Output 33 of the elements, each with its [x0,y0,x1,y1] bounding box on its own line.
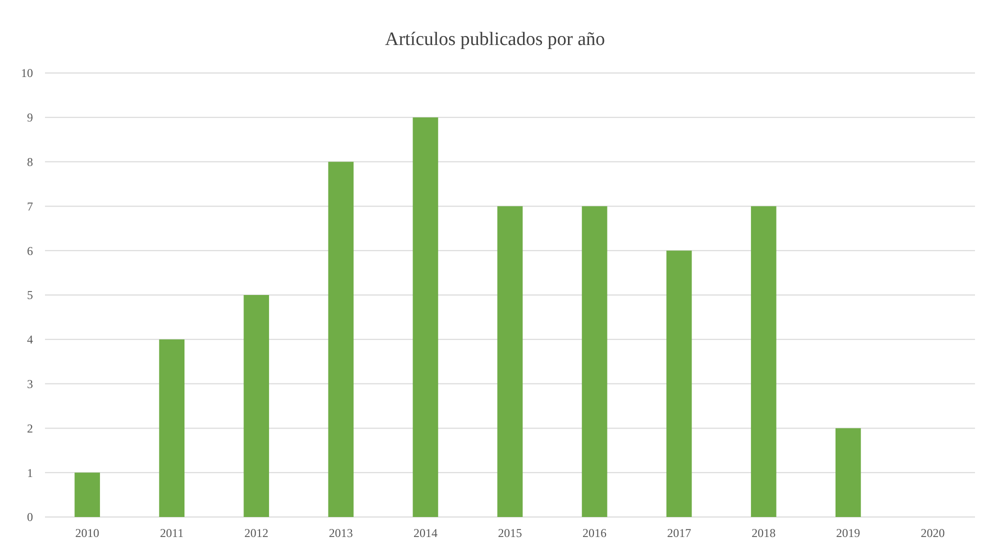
x-tick-label: 2016 [582,526,607,540]
y-tick-label: 0 [27,510,33,524]
x-tick-label: 2011 [160,526,184,540]
bar [328,162,354,517]
y-tick-label: 2 [27,421,33,436]
y-tick-label: 8 [27,155,33,169]
x-tick-label: 2012 [244,526,268,540]
x-tick-label: 2017 [667,526,692,540]
x-tick-label: 2015 [498,526,522,540]
y-tick-label: 7 [27,199,33,214]
bar [412,117,438,517]
y-tick-label: 1 [27,466,33,480]
bar [74,472,100,517]
bar [836,428,861,517]
bar [159,339,184,517]
bar [750,206,776,517]
y-tick-label: 4 [27,332,33,347]
x-tick-label: 2019 [836,526,860,540]
y-tick-label: 9 [27,110,33,125]
bar [244,295,270,517]
y-tick-label: 6 [27,244,33,258]
x-tick-label: 2020 [920,526,945,540]
x-tick-label: 2010 [75,526,100,540]
y-tick-label: 10 [21,66,33,80]
bar [497,206,523,517]
x-tick-label: 2014 [413,526,438,540]
bar [582,206,608,517]
bar [666,250,692,517]
y-tick-label: 5 [27,288,33,302]
x-tick-label: 2013 [328,526,353,540]
x-tick-label: 2018 [752,526,776,540]
chart-title: Artículos publicados por año [384,29,606,50]
y-tick-label: 3 [27,377,33,391]
